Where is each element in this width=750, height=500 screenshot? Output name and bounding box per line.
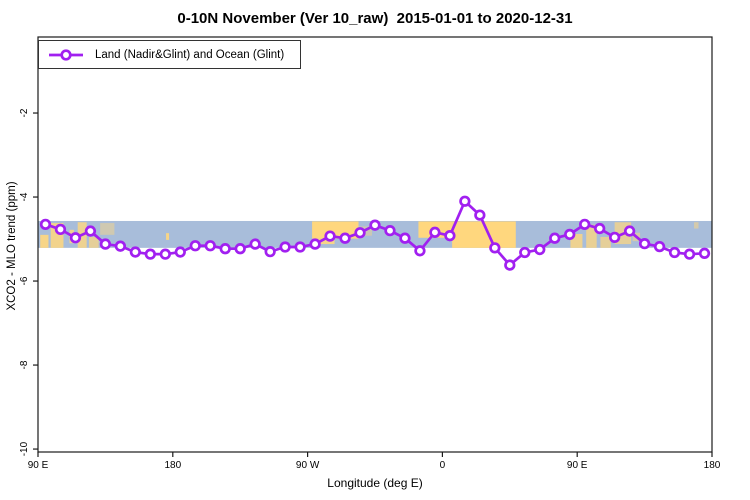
data-point xyxy=(39,218,52,230)
chart-title: 0-10N November (Ver 10_raw) 2015-01-01 t… xyxy=(177,10,573,27)
data-point xyxy=(399,232,411,244)
land-patch xyxy=(88,236,99,248)
data-point xyxy=(189,240,201,252)
data-point xyxy=(354,227,366,239)
x-tick-label: 90 E xyxy=(28,460,49,471)
x-tick-label: 180 xyxy=(704,460,721,471)
data-point xyxy=(414,245,426,257)
data-point xyxy=(324,230,336,242)
land-patch xyxy=(570,233,583,248)
plot-box xyxy=(37,36,713,453)
land-patch xyxy=(694,222,699,229)
land-patch xyxy=(316,238,335,245)
data-point xyxy=(668,246,681,259)
data-point xyxy=(114,240,127,252)
land-patch xyxy=(600,236,611,248)
data-point xyxy=(489,242,501,254)
data-point xyxy=(474,209,486,221)
y-tick-label: -8 xyxy=(19,360,30,369)
y-tick-label: -6 xyxy=(19,276,30,285)
data-point xyxy=(339,232,351,244)
data-point xyxy=(219,243,231,255)
data-point xyxy=(579,218,591,230)
data-point xyxy=(204,240,216,252)
x-tick-label: 90 W xyxy=(296,460,320,471)
data-point xyxy=(264,245,276,258)
x-axis-title: Longitude (deg E) xyxy=(327,476,423,490)
land-patch xyxy=(166,233,170,240)
land-patch xyxy=(100,223,115,235)
y-axis-title: XCO2 - MLO trend (ppm) xyxy=(6,181,18,311)
data-point xyxy=(174,246,186,258)
x-tick-label: 180 xyxy=(164,460,181,471)
data-point xyxy=(54,223,67,236)
data-point xyxy=(653,240,666,253)
y-tick-label: -4 xyxy=(19,192,30,201)
data-point xyxy=(69,232,82,244)
data-point xyxy=(444,230,456,242)
data-point xyxy=(429,226,441,238)
land-patch xyxy=(586,224,597,248)
data-point xyxy=(683,248,696,260)
data-point xyxy=(698,247,711,259)
legend-box: Land (Nadir&Glint) and Ocean (Glint) xyxy=(38,40,302,69)
y-tick-label: -2 xyxy=(19,108,30,117)
data-point xyxy=(234,243,246,255)
data-point xyxy=(144,248,156,260)
data-point xyxy=(519,246,531,259)
data-point xyxy=(129,246,142,258)
x-tick-label: 0 xyxy=(440,460,446,471)
data-point xyxy=(369,219,381,231)
legend-label: Land (Nadir&Glint) and Ocean (Glint) xyxy=(95,48,285,61)
data-point xyxy=(549,232,561,244)
data-point xyxy=(564,228,576,241)
data-point xyxy=(623,225,636,237)
y-tick-label: -10 xyxy=(19,441,30,456)
data-point xyxy=(534,243,546,256)
data-point xyxy=(309,238,321,250)
legend-line-sample-icon xyxy=(49,48,83,61)
land-patch xyxy=(40,234,49,248)
data-point xyxy=(279,241,291,253)
data-point xyxy=(638,238,651,250)
data-point xyxy=(159,248,171,260)
data-point xyxy=(504,259,516,271)
data-point xyxy=(249,238,261,250)
data-point xyxy=(594,222,606,235)
data-point xyxy=(608,231,621,244)
data-point xyxy=(99,238,112,250)
data-point xyxy=(84,225,97,237)
data-point xyxy=(384,224,396,237)
data-point xyxy=(459,195,471,207)
x-tick-label: 90 E xyxy=(567,460,588,471)
data-point xyxy=(294,241,306,253)
